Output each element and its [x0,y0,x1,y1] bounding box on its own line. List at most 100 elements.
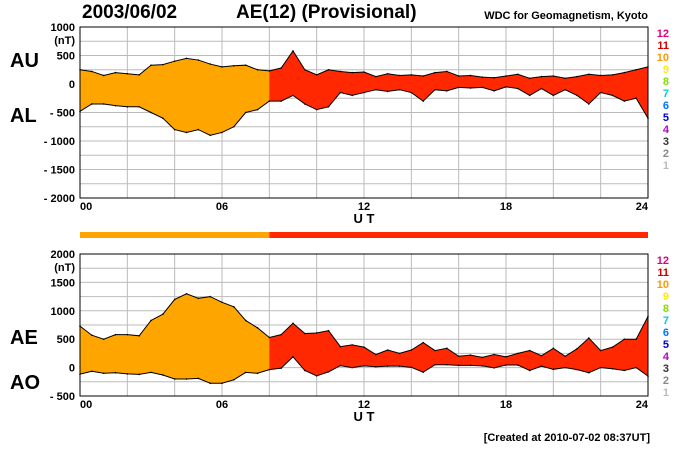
data-point-au [114,71,117,74]
x-tick-label: 12 [358,399,370,411]
created-timestamp: [Created at 2010-07-02 08:37UT] [483,432,650,444]
data-point-ae [422,341,424,344]
data-point-ae [517,352,519,355]
data-point-ao [623,369,626,372]
data-point-al [386,90,389,93]
data-point-al [457,86,460,89]
y-tick-label: 2000 [51,249,75,261]
data-point-au [292,50,294,52]
station-count-label: 1 [663,387,669,399]
station-count-label: 5 [663,112,669,124]
data-point-ae [375,353,377,356]
station-count-label: 3 [663,363,669,375]
y-tick-label: 0 [69,363,75,375]
data-point-ae [327,329,330,332]
data-point-ao [588,371,590,374]
data-point-au [173,60,176,62]
data-point-ae [351,344,353,346]
data-point-ae [434,349,436,352]
data-point-ao [150,371,152,374]
station-count-label: 6 [663,327,669,339]
data-point-ao [410,366,413,369]
data-point-ae [410,349,413,351]
data-point-ae [102,338,105,341]
data-point-ao [611,367,614,370]
data-point-al [434,88,436,91]
data-point-al [422,100,424,102]
data-point-ao [138,373,140,376]
data-point-ae [481,356,484,359]
data-point-ae [138,334,140,337]
data-point-au [91,70,93,73]
data-point-al [197,128,200,131]
data-point-au [410,74,413,76]
data-point-au [150,64,152,66]
data-point-al [505,86,507,88]
data-point-ao [564,366,566,369]
data-point-ao [173,378,176,380]
data-point-au [599,74,602,77]
data-point-au [268,70,271,72]
data-point-ao [540,365,543,367]
data-point-au [635,68,637,71]
data-point-au [375,75,377,78]
data-point-ae [244,319,247,322]
data-source: WDC for Geomagnetism, Kyoto [484,10,648,22]
data-point-ae [114,333,117,336]
data-point-ae [599,349,602,352]
station-bar-segment-red [269,232,648,238]
data-point-au [221,66,223,68]
data-point-au [233,64,235,67]
panel-au-al: 1000 500 0 - 500 - 1000 - 1500 - 2000 (nT) 00 06 1… [44,22,670,226]
data-point-al [481,86,484,89]
chart-date: 2003/06/02 [82,2,178,23]
x-tick-label: 18 [500,201,512,213]
data-point-ae [173,298,176,301]
data-point-au [564,77,566,80]
data-point-ao [635,366,637,369]
data-point-ae [446,347,448,350]
station-bar-segment-orange [80,232,270,238]
data-point-au [386,72,389,75]
data-point-au [339,70,342,73]
data-point-ae [398,352,401,355]
station-count-label: 2 [663,375,669,387]
data-point-al [256,108,259,111]
data-point-ae [540,354,543,357]
station-count-label: 12 [657,255,669,267]
data-point-al [552,94,555,97]
data-point-ao [457,364,460,367]
station-count-label: 9 [663,291,669,303]
station-count-label: 10 [657,279,669,291]
data-point-ao [481,365,484,367]
data-point-ao [505,364,507,366]
data-point-au [446,70,448,73]
data-point-au [398,74,401,77]
data-point-au [611,74,614,76]
data-point-ao [197,377,200,380]
station-count-label: 11 [657,267,669,279]
data-point-au [517,73,519,76]
data-point-al [623,100,626,102]
data-point-ae [363,346,365,348]
x-tick-label: 24 [636,201,649,213]
data-point-au [422,75,424,77]
data-point-ae [564,355,566,358]
y-tick-label: - 1000 [44,136,75,148]
station-count-label: 8 [663,303,669,315]
data-point-ae [150,319,152,322]
data-point-ao [599,366,602,369]
data-point-al [114,104,117,107]
data-point-ae [588,337,590,339]
data-point-ao [185,378,188,380]
y-tick-label: - 1500 [44,165,75,177]
data-point-au [256,68,259,71]
series-label-ao: AO [10,372,40,394]
data-point-al [150,111,152,114]
data-point-ao [493,367,495,369]
series-label-au: AU [10,50,39,72]
data-point-al [221,131,223,134]
data-point-ae [315,332,318,334]
data-point-al [351,94,353,97]
